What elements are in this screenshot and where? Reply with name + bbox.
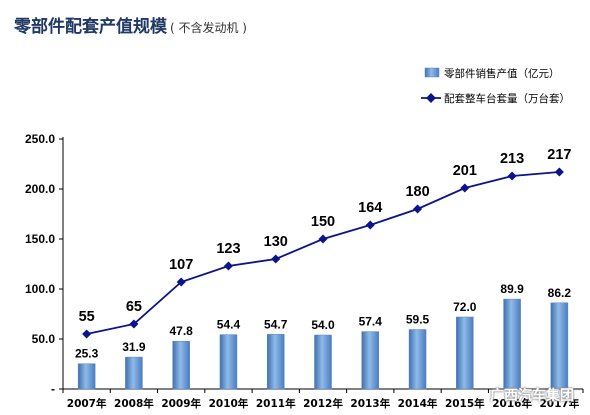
- x-tick-label: 2015年: [445, 397, 485, 410]
- y-tick-label: -: [51, 382, 55, 396]
- chart-line-series: [82, 167, 564, 339]
- line-value-label: 123: [216, 241, 240, 257]
- line-value-label: 107: [169, 257, 193, 273]
- line-point: [271, 254, 281, 264]
- bar: [219, 334, 238, 390]
- legend-label-bar: 零部件销售产值（亿元）: [444, 67, 560, 80]
- chart-title-subtitle: ( 不含发动机 ): [170, 21, 247, 35]
- line-point: [365, 220, 375, 230]
- line-point: [507, 171, 517, 181]
- bar: [456, 316, 474, 390]
- bar-value-label: 54.0: [311, 318, 335, 332]
- bar-value-label: 47.8: [170, 324, 194, 338]
- bar-value-label: 54.7: [264, 317, 288, 331]
- legend-swatch-marker: [426, 93, 436, 103]
- chart-bars: [77, 298, 569, 390]
- line-point: [318, 234, 328, 244]
- line-value-label: 164: [358, 200, 382, 216]
- line-value-label: 150: [311, 214, 335, 230]
- x-tick-label: 2011年: [256, 397, 296, 410]
- x-tick-label: 2007年: [67, 397, 107, 410]
- legend-label-line: 配套整车台套量（万台套）: [444, 92, 570, 105]
- bar-value-label: 25.3: [75, 347, 99, 361]
- x-tick-label: 2010年: [209, 397, 249, 410]
- y-tick-label: 50.0: [32, 332, 56, 346]
- line-value-label: 217: [547, 147, 571, 163]
- chart-title: 零部件配套产值规模( 不含发动机 ): [14, 12, 247, 37]
- line-value-label: 180: [405, 184, 429, 200]
- bar: [361, 331, 380, 390]
- bar: [314, 334, 332, 390]
- line-value-label: 130: [264, 234, 288, 250]
- bar: [503, 298, 521, 390]
- bar-value-label: 72.0: [453, 300, 477, 314]
- bar-value-label: 86.2: [548, 286, 572, 300]
- line-point: [129, 319, 139, 329]
- bar-value-label: 31.9: [122, 340, 146, 354]
- y-tick-label: 200.0: [25, 182, 55, 196]
- y-tick-label: 250.0: [25, 132, 55, 146]
- chart-line-labels: 55 65 107 123 130 150 164 180 201 213 217: [79, 147, 572, 325]
- line-value-label: 213: [500, 151, 524, 167]
- x-tick-label: 2016年: [492, 397, 532, 410]
- x-tick-label: 2012年: [303, 397, 343, 410]
- bar: [172, 340, 190, 390]
- line-point: [223, 261, 233, 271]
- line-point: [82, 329, 92, 339]
- bar-value-label: 54.4: [217, 318, 241, 332]
- y-tick-label: 150.0: [25, 232, 55, 246]
- bar-value-label: 59.5: [406, 313, 430, 327]
- bar-value-label: 89.9: [500, 282, 524, 296]
- watermark-text: 广西汽车集团: [490, 388, 574, 404]
- line-point: [176, 277, 186, 287]
- chart-title-main: 零部件配套产值规模: [14, 17, 167, 37]
- chart-bar-labels: 25.3 31.9 47.8 54.4 54.7 54.0 57.4 59.5 72.0 89.9…: [75, 282, 571, 361]
- line-point: [460, 183, 470, 193]
- line-value-label: 201: [453, 163, 477, 179]
- chart-legend: 零部件销售产值（亿元） 配套整车台套量（万台套）: [421, 67, 570, 105]
- bar: [77, 363, 96, 390]
- line-value-label: 65: [126, 299, 142, 315]
- bar: [266, 334, 285, 390]
- y-tick-label: 100.0: [25, 282, 55, 296]
- legend-swatch-bar: [424, 67, 440, 78]
- bar: [125, 356, 143, 390]
- x-tick-label: 2017年: [539, 397, 579, 410]
- line-point: [413, 204, 423, 214]
- x-tick-label: 2009年: [161, 397, 201, 410]
- line-path: [86, 171, 560, 335]
- x-tick-label: 2008年: [114, 397, 154, 410]
- bar: [550, 302, 569, 390]
- bar: [408, 329, 427, 390]
- x-tick-label: 2013年: [350, 397, 390, 410]
- x-tick-label: 2014年: [398, 397, 438, 410]
- line-value-label: 55: [79, 309, 95, 325]
- chart-axes: - 50.0 100.0 150.0 200.0 250.0 2007年 2008年 2009年…: [25, 132, 584, 410]
- line-point: [554, 167, 564, 177]
- bar-value-label: 57.4: [359, 315, 383, 329]
